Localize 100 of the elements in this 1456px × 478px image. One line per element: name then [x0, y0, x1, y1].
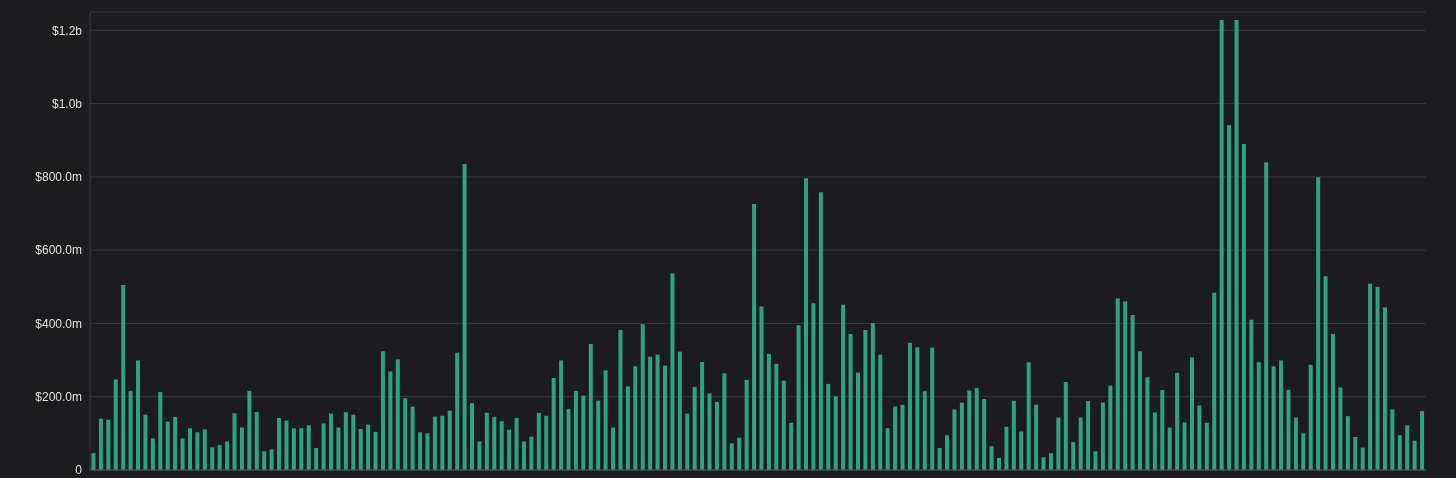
bar — [774, 363, 779, 470]
bar — [462, 164, 467, 470]
bar — [870, 323, 875, 470]
bar — [1175, 372, 1180, 470]
bar — [1368, 283, 1373, 470]
bar — [373, 431, 378, 470]
bar — [113, 379, 118, 470]
bar — [1271, 366, 1276, 470]
bar — [1167, 427, 1172, 470]
bar — [284, 420, 289, 470]
bar — [1360, 447, 1365, 470]
bar — [885, 428, 890, 470]
bar — [277, 417, 282, 470]
bar — [447, 410, 452, 470]
bar — [1219, 20, 1224, 470]
bar — [603, 370, 608, 470]
bar — [395, 359, 400, 470]
y-tick-label: $200.0m — [35, 389, 82, 404]
bar — [477, 441, 482, 470]
bar — [187, 428, 192, 470]
bar — [1227, 125, 1232, 470]
bar — [855, 372, 860, 470]
bar — [1011, 400, 1016, 470]
bar — [804, 178, 809, 470]
bar — [514, 417, 519, 470]
bar — [551, 378, 556, 470]
bar — [1338, 387, 1343, 470]
bar — [1420, 411, 1425, 470]
bar — [351, 414, 356, 470]
bar — [403, 398, 408, 470]
bar — [1019, 431, 1024, 470]
bar — [269, 449, 274, 470]
bar — [1241, 143, 1246, 470]
bar — [1204, 422, 1209, 470]
bar — [611, 427, 616, 470]
bar — [1078, 417, 1083, 470]
bar — [329, 413, 333, 470]
bar — [737, 437, 742, 470]
bar — [210, 447, 215, 470]
bar — [1004, 426, 1009, 470]
bar — [685, 413, 690, 470]
bar — [974, 387, 979, 470]
bar — [536, 412, 541, 470]
bar — [818, 192, 823, 470]
bar — [1123, 301, 1128, 470]
bar — [470, 402, 475, 470]
bar — [343, 412, 348, 470]
bar — [1145, 377, 1150, 470]
bar — [588, 343, 593, 470]
bar — [633, 366, 638, 470]
y-tick-label: $400.0m — [35, 316, 82, 331]
bar — [418, 432, 423, 470]
bar — [722, 373, 727, 470]
bar — [1412, 440, 1417, 470]
bar — [848, 334, 853, 470]
bar — [314, 448, 319, 470]
bar — [217, 445, 222, 470]
bar — [247, 390, 252, 470]
bar — [900, 404, 905, 470]
bar — [833, 396, 838, 470]
bar — [262, 451, 267, 470]
bar — [507, 429, 512, 470]
bar — [1316, 177, 1321, 470]
bar — [677, 351, 682, 470]
bar — [1071, 442, 1076, 470]
bar — [1234, 20, 1239, 470]
bar — [358, 428, 363, 470]
bar — [573, 390, 578, 470]
bar — [529, 436, 534, 470]
bar — [121, 284, 126, 470]
bar — [106, 419, 111, 470]
bar — [663, 365, 667, 470]
bar — [618, 330, 623, 470]
bar — [1160, 390, 1165, 470]
bar — [432, 416, 437, 470]
bar — [128, 390, 133, 470]
bar — [1130, 315, 1135, 470]
bar — [729, 443, 734, 470]
bar — [1397, 435, 1402, 470]
bar — [967, 390, 972, 470]
bar — [143, 414, 148, 470]
bar — [1048, 453, 1053, 470]
bar — [321, 423, 326, 470]
bar — [1353, 437, 1358, 470]
bar — [952, 409, 957, 470]
bar — [959, 402, 964, 470]
y-tick-label: $600.0m — [35, 243, 82, 258]
bar — [388, 371, 393, 470]
bar — [306, 425, 311, 470]
bar — [1345, 416, 1350, 470]
bar — [1308, 364, 1313, 470]
bar — [922, 391, 927, 470]
bar — [1197, 405, 1202, 470]
bar — [796, 325, 801, 470]
bar — [232, 413, 237, 470]
bar — [1093, 451, 1098, 470]
bar — [811, 303, 816, 470]
bar — [299, 428, 304, 470]
bar — [640, 324, 645, 470]
bar — [1041, 457, 1046, 470]
